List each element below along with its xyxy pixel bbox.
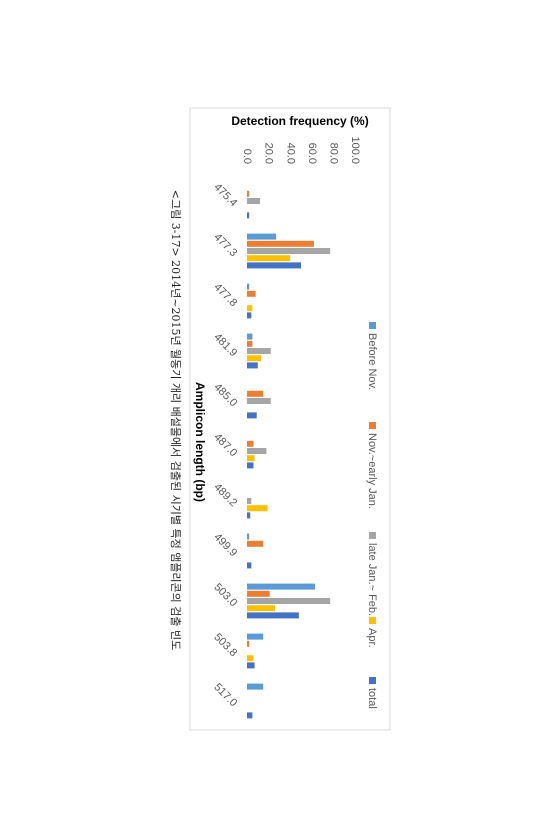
x-axis-title: Amplicon length (bp) xyxy=(193,382,207,502)
legend-swatch xyxy=(369,617,376,624)
legend-label: Nov.~early Jan. xyxy=(366,433,378,509)
bar xyxy=(247,233,277,240)
bar xyxy=(247,462,254,469)
y-tick-label: 40.0 xyxy=(284,143,296,164)
bar xyxy=(246,512,251,519)
legend-swatch xyxy=(369,322,376,329)
bar xyxy=(247,390,264,397)
bar xyxy=(247,562,252,569)
bar xyxy=(246,605,276,612)
y-tick-label: 20.0 xyxy=(263,143,275,164)
bar xyxy=(247,655,254,662)
bar xyxy=(247,533,250,540)
bar xyxy=(247,640,250,647)
bar xyxy=(247,255,291,262)
y-tick-label: 80.0 xyxy=(327,143,339,164)
bar xyxy=(247,540,264,547)
legend-label: Before Nov. xyxy=(366,333,378,390)
bar xyxy=(247,440,254,447)
bar xyxy=(246,712,253,719)
bar xyxy=(247,312,252,319)
bar xyxy=(246,340,253,347)
bar xyxy=(246,455,255,462)
legend-swatch xyxy=(369,422,376,429)
legend-label: late Jan.~ Feb. xyxy=(366,543,378,616)
bar xyxy=(246,505,268,512)
bar xyxy=(247,598,331,604)
bar xyxy=(247,283,250,290)
bar xyxy=(246,583,316,590)
bar xyxy=(246,590,270,597)
legend-label: Apr. xyxy=(366,628,378,648)
bar xyxy=(247,355,262,362)
bar xyxy=(247,398,271,404)
bar xyxy=(247,498,252,504)
bar xyxy=(247,290,256,297)
bar xyxy=(246,333,253,340)
legend-label: total xyxy=(366,688,378,709)
bar xyxy=(247,633,264,640)
bar xyxy=(247,248,331,254)
bar xyxy=(247,412,257,419)
bar xyxy=(247,212,250,219)
bar xyxy=(246,612,299,619)
legend-swatch xyxy=(369,677,376,684)
bar xyxy=(247,240,314,247)
y-tick-label: 0.0 xyxy=(241,149,253,164)
bar xyxy=(247,262,301,269)
y-axis-title: Detection frequency (%) xyxy=(231,114,368,128)
bar xyxy=(246,362,258,369)
bar xyxy=(247,190,250,197)
bar xyxy=(247,348,271,354)
bar xyxy=(247,683,264,690)
bar xyxy=(246,305,253,312)
bar xyxy=(246,662,255,669)
y-tick-label: 100.0 xyxy=(349,136,361,164)
caption: <그림 3-17> 2014년~2015년 월동기 개리 배설물에서 검출된 시… xyxy=(169,190,182,651)
legend-swatch xyxy=(369,532,376,539)
y-tick-label: 60.0 xyxy=(306,143,318,164)
bar xyxy=(246,198,260,204)
bar xyxy=(247,448,267,454)
chart-frame xyxy=(189,107,391,731)
